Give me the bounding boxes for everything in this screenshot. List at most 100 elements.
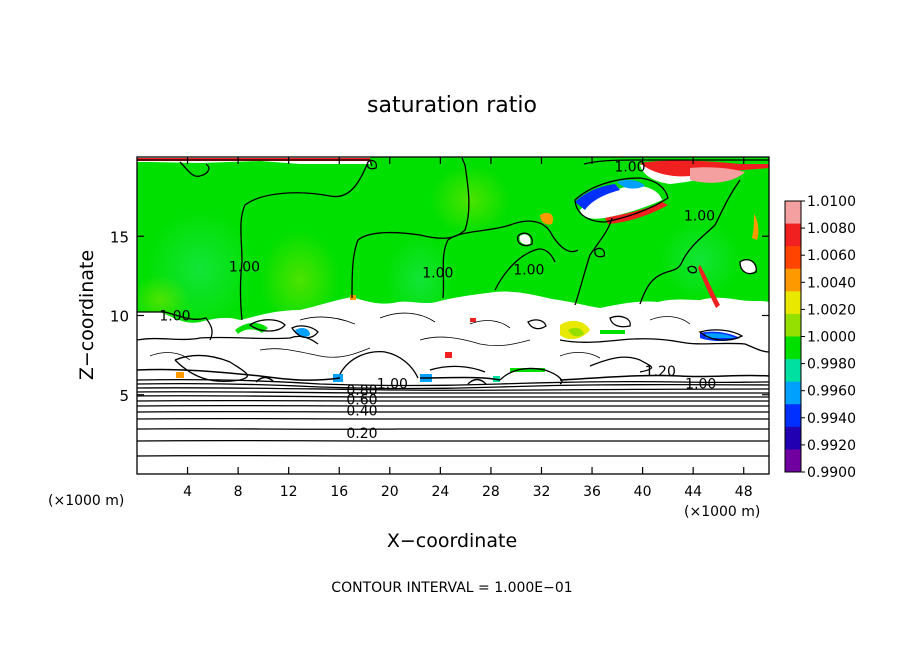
contour-line — [137, 395, 769, 398]
contour-label: 1.00 — [685, 377, 716, 393]
patch — [445, 352, 452, 358]
patch — [698, 265, 720, 308]
colorbar-swatch — [785, 291, 801, 315]
colorbar-swatch — [785, 223, 801, 247]
contour-line — [559, 352, 601, 359]
contour-line — [137, 382, 769, 390]
colorbar-level-label: 1.0100 — [807, 194, 856, 210]
colorbar-swatch — [785, 426, 801, 450]
colorbar-level-label: 0.9920 — [807, 438, 856, 454]
contour-line — [429, 365, 486, 373]
plot-area: 1.001.001.00 1.00 1.001.001.201.001.000.80… — [137, 157, 769, 474]
field-glow — [660, 220, 740, 300]
contour-interval-note: CONTOUR INTERVAL = 1.000E−01 — [331, 580, 572, 596]
x-tick-label: 48 — [735, 484, 753, 500]
patch — [540, 212, 554, 225]
contour-line — [442, 220, 579, 299]
contour-label: 1.00 — [229, 259, 260, 275]
contour-line — [299, 316, 356, 325]
contour-line — [574, 177, 669, 223]
contour-line — [594, 247, 606, 258]
x-tick-label: 44 — [684, 484, 702, 500]
x-tick-label: 40 — [634, 484, 652, 500]
contour-label: 0.60 — [346, 393, 377, 409]
contour-line — [239, 161, 369, 321]
y-axis-ticks: 5 10 15 — [110, 228, 769, 405]
contour-label: 1.20 — [645, 364, 676, 380]
contour-line — [609, 315, 631, 328]
y-tick-label: 10 — [110, 308, 129, 326]
field-glow — [430, 165, 510, 235]
patch — [470, 318, 476, 322]
contour-line — [574, 217, 613, 306]
contour-line — [137, 311, 213, 341]
patch — [235, 322, 268, 334]
contour-line — [137, 387, 769, 391]
colorbar-level-label: 1.0060 — [807, 248, 856, 264]
contour-line — [419, 336, 531, 347]
contour-line — [137, 428, 769, 430]
contour-line — [517, 232, 533, 247]
contour-line — [649, 316, 691, 325]
contour-label: 0.80 — [346, 383, 377, 399]
contour-line — [499, 367, 563, 385]
patch — [176, 372, 184, 378]
colorbar-level-label: 1.0000 — [807, 330, 856, 346]
patch — [575, 184, 620, 210]
contour-line — [255, 376, 275, 383]
colorbar-swatch — [785, 404, 801, 428]
contour-label: 1.00 — [684, 209, 715, 225]
y-axis-label: Z−coordinate — [76, 250, 98, 380]
contour-line — [559, 374, 769, 381]
colorbar-swatch — [785, 336, 801, 360]
contour-line — [339, 350, 419, 379]
contour-lines — [137, 157, 769, 457]
contour-line — [259, 347, 371, 358]
contour-line — [559, 338, 769, 353]
patch — [350, 295, 356, 300]
subsaturated-region — [137, 291, 769, 474]
contour-line — [291, 325, 319, 339]
subsaturated-patch-top — [580, 185, 662, 219]
contour-line — [469, 320, 511, 329]
x-tick-label: 28 — [482, 484, 500, 500]
contour-line — [149, 352, 191, 361]
contour-line — [179, 161, 210, 177]
x-tick-label: 24 — [431, 484, 449, 500]
contour-line — [467, 378, 487, 385]
contour-line — [739, 258, 757, 275]
patch — [568, 327, 584, 337]
contour-line — [137, 368, 341, 381]
colorbar-level-label: 1.0080 — [807, 221, 856, 237]
colorbar-swatch — [785, 268, 801, 292]
colorbar-swatch — [785, 313, 801, 337]
y-tick-label: 5 — [119, 387, 129, 405]
y-tick-label: 15 — [110, 228, 129, 246]
colorbar-swatch — [785, 359, 801, 383]
contour-label: 1.00 — [614, 160, 645, 176]
x-tick-label: 32 — [533, 484, 551, 500]
patch — [690, 167, 745, 183]
patch — [752, 214, 759, 240]
contour-line — [698, 329, 744, 341]
contour-label: 0.40 — [346, 404, 377, 420]
x-axis-unit-left: (×1000 m) — [48, 493, 124, 509]
colorbar-level-label: 0.9980 — [807, 357, 856, 373]
x-tick-label: 8 — [234, 484, 243, 500]
subsaturated-patch-top — [740, 260, 756, 274]
contour-labels: 1.001.001.00 1.00 1.001.001.201.001.000.80… — [159, 160, 716, 442]
contour-line — [379, 312, 436, 323]
colorbar-level-label: 1.0040 — [807, 275, 856, 291]
patch — [617, 179, 645, 189]
colorbar-level-label: 0.9940 — [807, 411, 856, 427]
contour-line — [583, 159, 769, 165]
contour-label: 1.00 — [513, 263, 544, 279]
contour-line — [366, 159, 378, 170]
colorbar-swatch — [785, 449, 801, 473]
contour-line — [351, 157, 470, 299]
x-tick-label: 16 — [330, 484, 348, 500]
colorbar-level-label: 1.0020 — [807, 302, 856, 318]
colorbar-swatch — [785, 201, 801, 225]
contour-line — [137, 378, 769, 387]
